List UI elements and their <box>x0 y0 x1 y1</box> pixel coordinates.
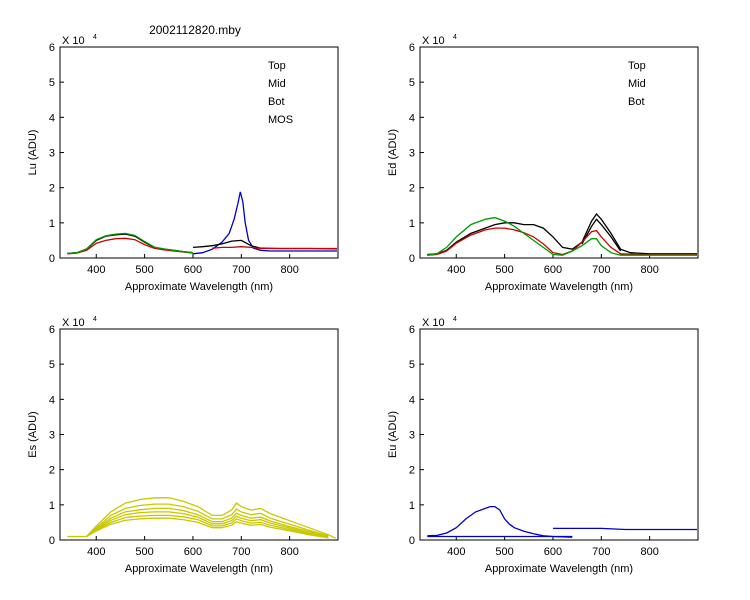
y-tick-label: 2 <box>49 183 55 195</box>
y-tick-label: 1 <box>409 500 415 512</box>
x-tick-label: 800 <box>640 264 658 276</box>
y-tick-label: 0 <box>409 253 415 265</box>
x-tick-label: 600 <box>184 546 202 558</box>
y-tick-label: 2 <box>49 465 55 477</box>
y-axis-label: Eu (ADU) <box>387 411 399 458</box>
x-tick-label: 500 <box>135 546 153 558</box>
y-tick-label: 5 <box>49 359 55 371</box>
x-tick-label: 600 <box>544 546 562 558</box>
series-line-bot <box>427 216 697 256</box>
panel-ed: 0 1 2 3 4 5 6 400 500 600 700 800 X 10 4 Approximate W… <box>387 34 699 293</box>
x-tick-label: 800 <box>280 546 298 558</box>
y-tick-label: 1 <box>409 218 415 230</box>
y-tick-label: 0 <box>49 535 55 547</box>
series-line-es2 <box>86 503 329 537</box>
y-exponent-label: X 10 <box>62 317 85 329</box>
x-tick-label: 800 <box>640 546 658 558</box>
x-axis-label: Approximate Wavelength (nm) <box>485 281 633 293</box>
plot-frame <box>419 46 699 259</box>
x-axis-label: Approximate Wavelength (nm) <box>485 563 633 575</box>
y-exponent-label: X 10 <box>422 317 445 329</box>
y-tick-label: 1 <box>49 218 55 230</box>
legend-entry-bot: Bot <box>268 96 285 108</box>
panel-eu: 0 1 2 3 4 5 6 400 500 600 700 800 X 10 4 Approximate W… <box>387 316 699 575</box>
series-line-es4 <box>86 511 329 538</box>
x-tick-label: 500 <box>135 264 153 276</box>
x-tick-label: 800 <box>280 264 298 276</box>
y-exponent-power: 4 <box>453 34 457 41</box>
y-tick-label: 5 <box>49 77 55 89</box>
y-tick-label: 3 <box>409 148 415 160</box>
y-exponent-power: 4 <box>93 316 97 323</box>
x-tick-label: 600 <box>544 264 562 276</box>
x-tick-label: 600 <box>184 264 202 276</box>
y-tick-label: 6 <box>49 324 55 336</box>
x-tick-label: 700 <box>232 264 250 276</box>
x-tick-label: 500 <box>495 546 513 558</box>
y-tick-label: 4 <box>49 112 55 124</box>
legend-entry-mos: MOS <box>268 114 293 126</box>
series-line-top <box>427 212 697 256</box>
panel-es: 0 1 2 3 4 5 6 400 500 600 700 800 X 10 4 Approximate W… <box>27 316 339 575</box>
y-tick-label: 4 <box>409 394 415 406</box>
y-axis-label: Es (ADU) <box>27 411 39 457</box>
y-tick-label: 0 <box>409 535 415 547</box>
series-line-es6 <box>86 517 329 539</box>
x-axis-label: Approximate Wavelength (nm) <box>125 281 273 293</box>
series-line-eu-ir <box>553 527 697 531</box>
y-tick-label: 6 <box>409 42 415 54</box>
y-axis-label: Lu (ADU) <box>27 130 39 176</box>
x-tick-label: 400 <box>87 546 105 558</box>
legend-entry-mid: Mid <box>268 78 286 90</box>
y-exponent-label: X 10 <box>422 35 445 47</box>
y-exponent-label: X 10 <box>62 35 85 47</box>
y-tick-label: 0 <box>49 253 55 265</box>
series-line-eu <box>427 505 573 538</box>
series-line-es1 <box>67 497 336 539</box>
series-line-mid <box>212 246 337 250</box>
y-tick-label: 5 <box>409 359 415 371</box>
y-tick-label: 4 <box>409 112 415 124</box>
legend-entry-top: Top <box>628 60 646 72</box>
x-tick-label: 400 <box>447 546 465 558</box>
series-line-top <box>581 218 622 252</box>
figure-title: 2002112820.mby <box>149 23 241 37</box>
x-tick-label: 700 <box>592 546 610 558</box>
series-line-mid <box>427 227 697 256</box>
series-line-mid <box>67 237 194 255</box>
x-tick-label: 700 <box>592 264 610 276</box>
y-tick-label: 6 <box>409 324 415 336</box>
legend-entry-top: Top <box>268 60 286 72</box>
y-tick-label: 3 <box>409 430 415 442</box>
y-tick-label: 5 <box>409 77 415 89</box>
y-exponent-power: 4 <box>453 316 457 323</box>
y-exponent-power: 4 <box>93 34 97 41</box>
plot-frame <box>419 328 699 541</box>
x-tick-label: 400 <box>447 264 465 276</box>
y-tick-label: 3 <box>49 148 55 160</box>
x-axis-label: Approximate Wavelength (nm) <box>125 563 273 575</box>
y-tick-label: 4 <box>49 394 55 406</box>
series-line-bot <box>67 232 194 255</box>
x-tick-label: 500 <box>495 264 513 276</box>
y-tick-label: 2 <box>409 465 415 477</box>
x-tick-label: 400 <box>87 264 105 276</box>
legend-entry-bot: Bot <box>628 96 645 108</box>
y-tick-label: 6 <box>49 42 55 54</box>
legend-entry-mid: Mid <box>628 78 646 90</box>
y-axis-label: Ed (ADU) <box>387 129 399 176</box>
y-tick-label: 3 <box>49 430 55 442</box>
panel-lu: 0 1 2 3 4 5 6 400 500 600 700 800 X 10 4 Approximate W… <box>27 34 339 293</box>
plot-frame <box>59 46 339 259</box>
plot-frame <box>59 328 339 541</box>
y-tick-label: 2 <box>409 183 415 195</box>
series-line-es3 <box>86 507 329 538</box>
y-tick-label: 1 <box>49 500 55 512</box>
x-tick-label: 700 <box>232 546 250 558</box>
series-line-es5 <box>86 514 329 539</box>
